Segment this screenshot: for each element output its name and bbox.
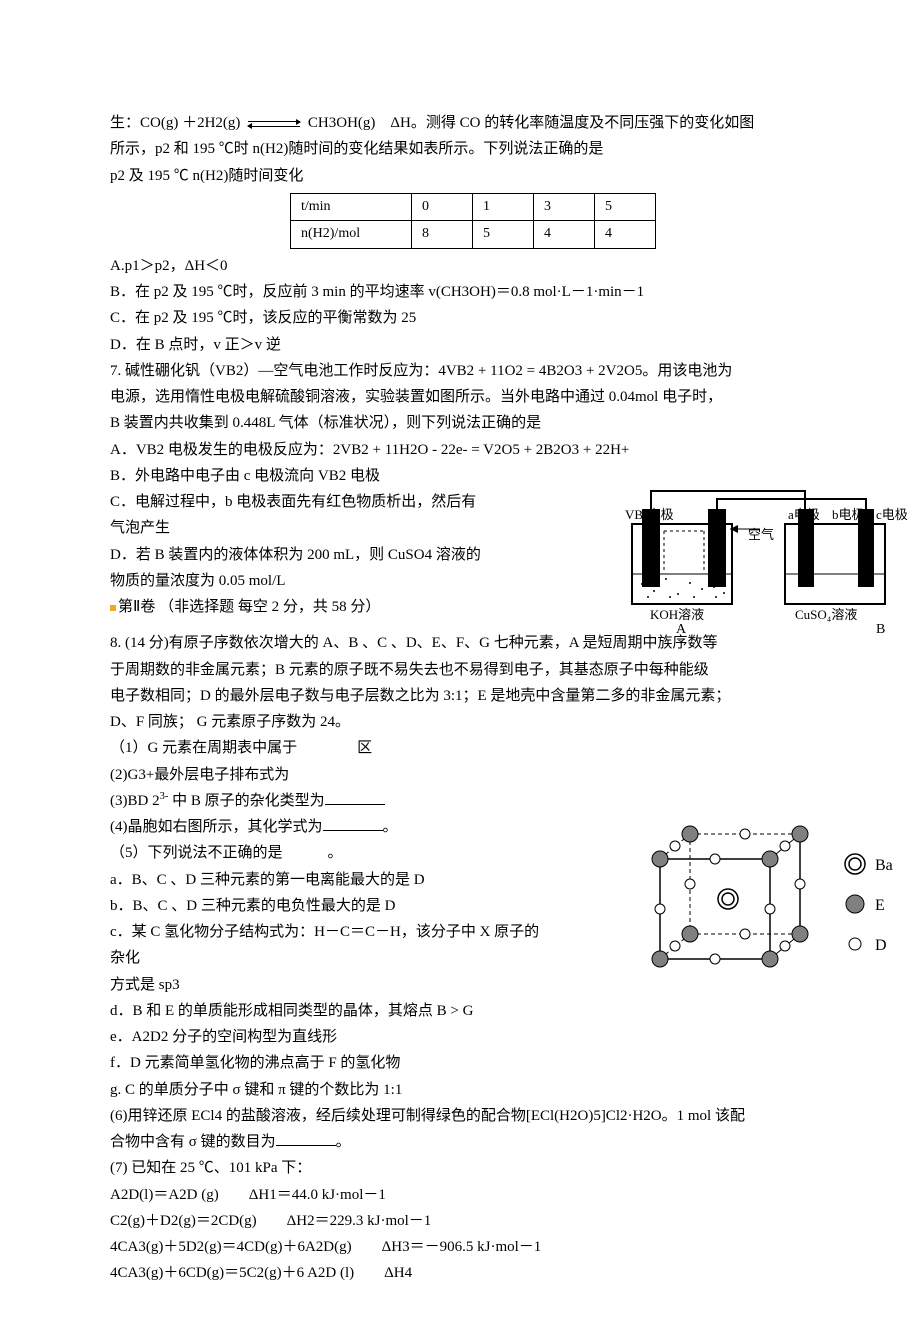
label-b: b电极 [832, 507, 865, 522]
cell: 3 [534, 193, 595, 221]
q6-intro-line2: 所示，p2 和 195 ℃时 n(H2)随时间的变化结果如表所示。下列说法正确的… [110, 136, 815, 162]
q8-5f: f．D 元素简单氢化物的沸点高于 F 的氢化物 [110, 1050, 815, 1076]
q7-line2: 电源，选用惰性电极电解硫酸铜溶液，实验装置如图所示。当外电路中通过 0.04mo… [110, 384, 815, 410]
label-c: c电极 [876, 507, 908, 522]
legend-ba: Ba [875, 857, 893, 874]
text: CH3OH(g) ΔH。测得 CO 的转化率随温度及不同压强下的变化如图 [308, 115, 754, 131]
q7-option-d-2: 物质的量浓度为 0.05 mol/L [110, 568, 530, 594]
cell: 4 [595, 221, 656, 249]
q7-option-c-1: C．电解过程中，b 电极表面先有红色物质析出，然后有 [110, 489, 530, 515]
text: 第Ⅱ卷 （非选择题 每空 2 分，共 58 分） [118, 599, 380, 615]
q6-option-d: D．在 B 点时，v 正＞v 逆 [110, 332, 815, 358]
q8-5c1: c．某 C 氢化物分子结构式为：H－C＝C－H，该分子中 X 原子的杂化 [110, 919, 540, 972]
cell: 1 [473, 193, 534, 221]
q8-line2: 于周期数的非金属元素；B 元素的原子既不易失去也不易得到电子，其基态原子中每种能… [110, 657, 815, 683]
text: 。 [336, 1134, 351, 1150]
q8-7: (7) 已知在 25 ℃、101 kPa 下： [110, 1155, 815, 1181]
text: (4)晶胞如右图所示，其化学式为 [110, 819, 323, 835]
label-vb2: VB₂电极 [625, 507, 674, 522]
label-cuso4: CuSO₄溶液 [795, 607, 857, 622]
q8-5b: b．B、C 、D 三种元素的电负性最大的是 D [110, 893, 540, 919]
q6-option-c: C．在 p2 及 195 ℃时，该反应的平衡常数为 25 [110, 305, 815, 331]
legend-d: D [875, 937, 887, 954]
cell: t/min [291, 193, 412, 221]
q7-line1: 7. 碱性硼化钒（VB2）—空气电池工作时反应为：4VB2 + 11O2 = 4… [110, 358, 815, 384]
q8-5a: a．B、C 、D 三种元素的第一电离能最大的是 D [110, 867, 540, 893]
text: 中 B 原子的杂化类型为 [172, 793, 325, 809]
table-row: t/min 0 1 3 5 [291, 193, 656, 221]
text: 。 [383, 819, 398, 835]
q6-intro-line1: 生：CO(g) ＋2H2(g) CH3OH(g) ΔH。测得 CO 的转化率随温… [110, 110, 815, 136]
q8-5e: e．A2D2 分子的空间构型为直线形 [110, 1024, 815, 1050]
label-B: B [876, 622, 885, 634]
eq2: C2(g)＋D2(g)＝2CD(g) ΔH2＝229.3 kJ·mol－1 [110, 1208, 815, 1234]
electrolysis-figure: VB₂电极 a电极 b电极 c电极 空气 KOH溶液 CuSO₄溶液 A B [620, 479, 910, 643]
cell: n(H2)/mol [291, 221, 412, 249]
eq4: 4CA3(g)＋6CD(g)＝5C2(g)＋6 A2D (l) ΔH4 [110, 1260, 815, 1286]
q8-2: (2)G3+最外层电子排布式为 [110, 762, 815, 788]
q7-option-c-2: 气泡产生 [110, 515, 530, 541]
q8-5c2: 方式是 sp3 [110, 972, 540, 998]
blank [276, 1130, 336, 1146]
cell: 5 [595, 193, 656, 221]
text: 合物中含有 σ 键的数目为 [110, 1134, 276, 1150]
q6-intro-line3: p2 及 195 ℃ n(H2)随时间变化 [110, 163, 815, 189]
blank [323, 815, 383, 831]
blank [325, 789, 385, 805]
label-A: A [676, 622, 687, 634]
q7-option-a: A．VB2 电极发生的电极反应为：2VB2 + 11H2O - 22e- = V… [110, 437, 815, 463]
q7-option-d-1: D．若 B 装置内的液体体积为 200 mL，则 CuSO4 溶液的 [110, 542, 530, 568]
text: (3)BD 2 [110, 793, 160, 809]
table-row: n(H2)/mol 8 5 4 4 [291, 221, 656, 249]
cell: 5 [473, 221, 534, 249]
cell: 0 [412, 193, 473, 221]
equilibrium-arrow-icon [244, 118, 304, 130]
data-table: t/min 0 1 3 5 n(H2)/mol 8 5 4 4 [290, 193, 815, 249]
q6-option-b: B．在 p2 及 195 ℃时，反应前 3 min 的平均速率 v(CH3OH)… [110, 279, 815, 305]
q8-6b: 合物中含有 σ 键的数目为 。 [110, 1129, 815, 1155]
crystal-cell-figure: Ba E D [650, 804, 910, 1013]
q8-5d: d．B 和 E 的单质能形成相同类型的晶体，其熔点 B > G [110, 998, 540, 1024]
q8-line3: 电子数相同；D 的最外层电子数与电子层数之比为 3:1；E 是地壳中含量第二多的… [110, 683, 815, 709]
cell: 4 [534, 221, 595, 249]
q8-6a: (6)用锌还原 ECl4 的盐酸溶液，经后续处理可制得绿色的配合物[ECl(H2… [110, 1103, 815, 1129]
legend-e: E [875, 897, 885, 914]
q8-5g: g. C 的单质分子中 σ 键和 π 键的个数比为 1:1 [110, 1077, 815, 1103]
eq3: 4CA3(g)＋5D2(g)＝4CD(g)＋6A2D(g) ΔH3＝－906.5… [110, 1234, 815, 1260]
q8-1: （1）G 元素在周期表中属于 区 [110, 735, 815, 761]
label-a: a电极 [788, 507, 820, 522]
eq1: A2D(l)＝A2D (g) ΔH1＝44.0 kJ·mol－1 [110, 1182, 815, 1208]
bullet-icon [110, 605, 116, 611]
cell: 8 [412, 221, 473, 249]
text: 生：CO(g) ＋2H2(g) [110, 115, 240, 131]
q6-option-a: A.p1＞p2，ΔH＜0 [110, 253, 815, 279]
label-koh: KOH溶液 [650, 607, 704, 622]
label-air: 空气 [748, 527, 774, 542]
q7-line3: B 装置内共收集到 0.448L 气体（标准状况），则下列说法正确的是 [110, 410, 815, 436]
q8-line4: D、F 同族； G 元素原子序数为 24。 [110, 709, 815, 735]
